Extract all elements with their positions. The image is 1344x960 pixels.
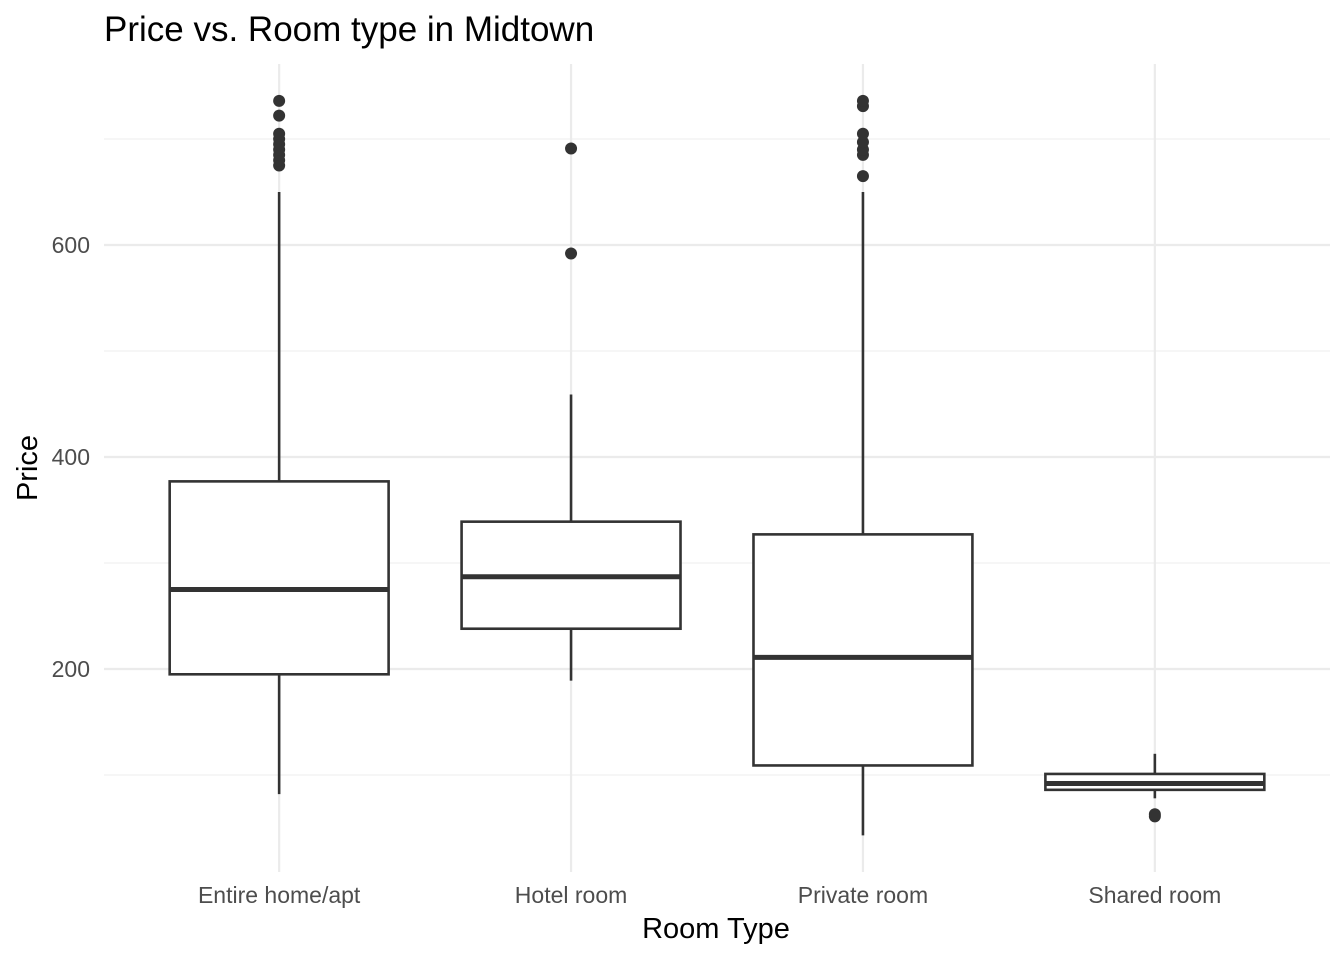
outlier-point	[273, 127, 286, 140]
outlier-point	[856, 170, 869, 183]
outlier-point	[856, 94, 869, 107]
boxes	[168, 94, 1266, 836]
grid-lines	[104, 64, 1330, 872]
box-iqr	[752, 533, 974, 767]
box-group	[752, 94, 974, 836]
y-tick-label-400: 400	[52, 444, 90, 470]
outlier-point	[273, 94, 286, 107]
box-group	[168, 94, 390, 795]
outlier-point	[273, 109, 286, 122]
y-axis-title: Price	[12, 435, 44, 501]
x-tick-label: Private room	[798, 882, 928, 908]
box-group	[1044, 753, 1266, 823]
outlier-point	[856, 136, 869, 149]
y-tick-label-600: 600	[52, 232, 90, 258]
outlier-point	[1148, 808, 1161, 821]
y-tick-label-200: 200	[52, 656, 90, 682]
outlier-point	[565, 247, 578, 260]
outlier-point	[565, 142, 578, 155]
outlier-point	[856, 127, 869, 140]
x-tick-label: Hotel room	[515, 882, 627, 908]
box-group	[460, 142, 682, 681]
chart-title: Price vs. Room type in Midtown	[104, 10, 594, 49]
box-iqr	[168, 480, 390, 676]
tick-labels: 200 400 600 Entire home/apt Hotel room Privat…	[52, 232, 1222, 908]
x-axis-title: Room Type	[642, 913, 790, 945]
x-tick-label: Entire home/apt	[198, 882, 361, 908]
x-tick-label: Shared room	[1088, 882, 1221, 908]
